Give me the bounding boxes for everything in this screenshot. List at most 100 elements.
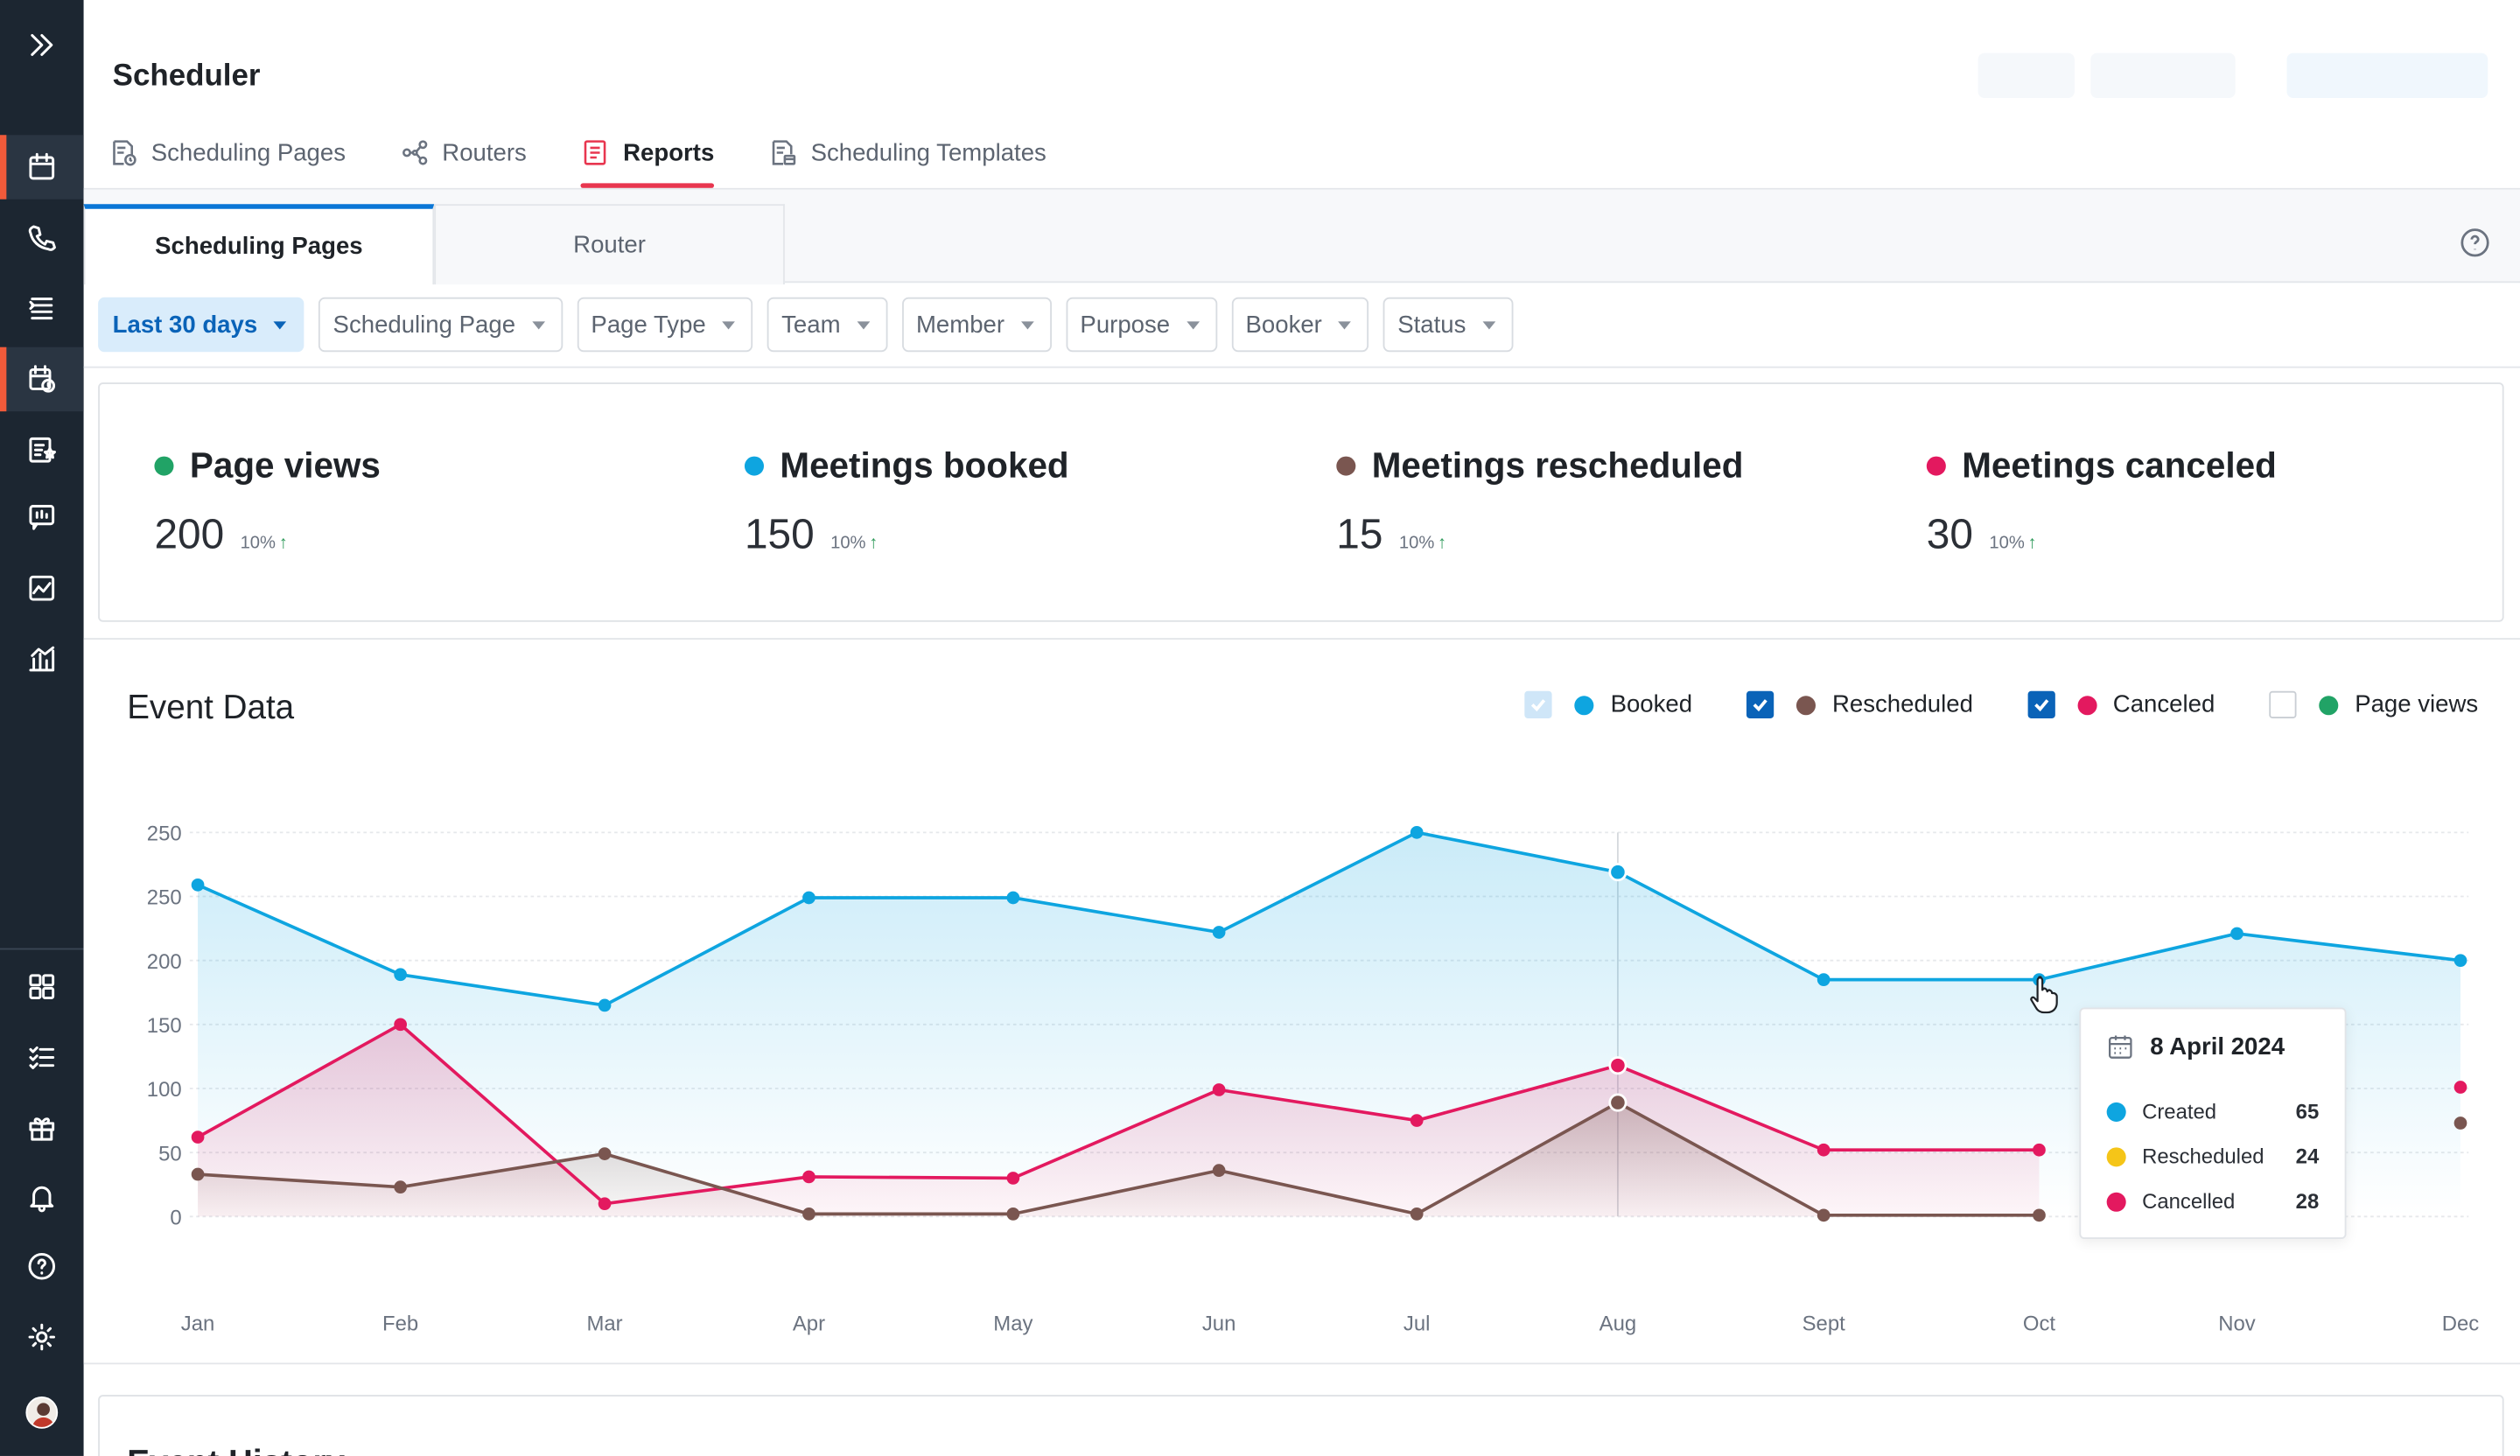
calendar-clock-icon	[29, 365, 56, 393]
sidebar-item-analytics[interactable]	[0, 556, 84, 620]
y-tick-label: 50	[158, 1142, 182, 1166]
filter-label: Purpose	[1080, 311, 1171, 339]
filter-purpose[interactable]: Purpose	[1065, 297, 1217, 353]
data-point-canceled[interactable]	[1212, 1083, 1226, 1096]
stat-label: Page views	[189, 444, 381, 486]
data-point-rescheduled[interactable]	[1212, 1164, 1226, 1177]
data-point-rescheduled[interactable]	[598, 1147, 612, 1160]
filter-status[interactable]: Status	[1382, 297, 1513, 353]
stat-change-value: 10%	[1398, 533, 1435, 553]
data-point-rescheduled[interactable]	[1410, 1208, 1424, 1221]
data-point-rescheduled[interactable]	[2033, 1208, 2046, 1222]
tab-routers[interactable]: Routers	[401, 125, 527, 179]
caret-down-icon	[1020, 320, 1034, 329]
status-dot	[154, 456, 174, 476]
checkbox[interactable]	[2027, 690, 2055, 718]
data-point-canceled[interactable]	[1006, 1172, 1020, 1185]
data-point-booked[interactable]	[1006, 891, 1020, 905]
sidebar-item-chat[interactable]	[0, 486, 84, 550]
sidebar-item-tasks[interactable]	[0, 1026, 84, 1089]
chart-tooltip: 8 April 2024 Created 65 Rescheduled 24 C…	[2079, 1007, 2347, 1240]
sidebar-item-settings[interactable]	[0, 1305, 84, 1368]
sidebar-item-notes[interactable]	[0, 418, 84, 482]
data-point-booked[interactable]	[191, 878, 205, 892]
data-point-canceled[interactable]	[2033, 1143, 2046, 1157]
data-point-rescheduled[interactable]	[1816, 1208, 1830, 1222]
data-point-booked[interactable]	[2454, 954, 2468, 968]
sidebar-item-apps[interactable]	[0, 955, 84, 1018]
data-point-canceled[interactable]	[2454, 1081, 2468, 1094]
data-point-booked[interactable]	[1212, 926, 1226, 939]
tab-label: Routers	[442, 138, 527, 167]
stat-change-value: 10%	[830, 533, 866, 553]
data-point-booked[interactable]	[2230, 927, 2244, 941]
event-history-title: Event History	[127, 1445, 345, 1456]
y-tick-label: 100	[147, 1078, 182, 1102]
filter-booker[interactable]: Booker	[1230, 297, 1369, 353]
avatar[interactable]	[25, 1396, 59, 1429]
filter-member[interactable]: Member	[901, 297, 1052, 353]
data-point-canceled[interactable]	[1410, 1114, 1424, 1127]
tab-reports[interactable]: Reports	[581, 125, 715, 188]
phone-icon	[28, 225, 56, 251]
legend-toggle-rescheduled[interactable]: Rescheduled	[1746, 690, 1973, 718]
expand-sidebar-button[interactable]	[0, 13, 84, 77]
legend-toggle-canceled[interactable]: Canceled	[2027, 690, 2215, 718]
data-point-canceled[interactable]	[394, 1018, 407, 1032]
caret-down-icon	[531, 320, 545, 329]
x-tick-label: May	[993, 1312, 1032, 1336]
sidebar-item-notifications[interactable]	[0, 1166, 84, 1229]
filter-team[interactable]: Team	[766, 297, 887, 353]
main-tabs: Scheduling Pages Routers Reports Schedul…	[109, 125, 1101, 189]
tab-scheduling-templates[interactable]: Scheduling Templates	[769, 125, 1046, 179]
data-point-booked[interactable]	[598, 998, 612, 1012]
data-point-canceled[interactable]	[598, 1197, 612, 1211]
caret-down-icon	[722, 320, 735, 329]
subtab-router[interactable]: Router	[434, 204, 785, 285]
legend-toggle-page-views[interactable]: Page views	[2269, 690, 2478, 718]
data-point-canceled[interactable]	[1608, 1056, 1628, 1075]
help-button[interactable]	[2459, 227, 2491, 259]
data-point-booked[interactable]	[1816, 973, 1830, 986]
list-icon	[29, 298, 53, 320]
caret-down-icon	[856, 320, 870, 329]
sidebar-item-reports[interactable]	[0, 626, 84, 690]
sidebar-item-calendar[interactable]	[0, 135, 84, 200]
data-point-canceled[interactable]	[802, 1170, 816, 1184]
status-dot	[1926, 456, 1946, 476]
data-point-rescheduled[interactable]	[1006, 1208, 1020, 1221]
tab-label: Reports	[623, 138, 715, 167]
checklist-icon	[29, 1046, 55, 1069]
stats-card: Page views 200 10% ↑ Meetings booked 150 10…	[98, 382, 2504, 622]
legend-dot	[2106, 1101, 2126, 1122]
tab-scheduling-pages[interactable]: Scheduling Pages	[109, 125, 346, 179]
sidebar-item-phone[interactable]	[0, 206, 84, 270]
data-point-booked[interactable]	[394, 968, 407, 982]
sidebar-item-help[interactable]	[0, 1235, 84, 1298]
data-point-rescheduled[interactable]	[191, 1167, 205, 1181]
filter-date-range[interactable]: Last 30 days	[98, 297, 304, 353]
sidebar-item-scheduler[interactable]	[0, 346, 84, 412]
data-point-booked[interactable]	[1410, 826, 1424, 839]
checkbox[interactable]	[1746, 690, 1774, 718]
data-point-canceled[interactable]	[191, 1130, 205, 1144]
checkbox[interactable]	[1525, 690, 1553, 718]
subtab-scheduling-pages[interactable]: Scheduling Pages	[83, 204, 435, 285]
data-point-rescheduled[interactable]	[394, 1180, 407, 1194]
data-point-rescheduled[interactable]	[2454, 1116, 2468, 1130]
data-point-rescheduled[interactable]	[802, 1208, 816, 1221]
data-point-booked[interactable]	[1608, 863, 1628, 882]
sidebar-item-gifts[interactable]	[0, 1096, 84, 1160]
header-ghost-control	[1978, 52, 2075, 99]
checkbox[interactable]	[2269, 690, 2298, 718]
tooltip-date: 8 April 2024	[2107, 1033, 2285, 1060]
sidebar-divider	[0, 948, 84, 950]
filter-page-type[interactable]: Page Type	[576, 297, 753, 353]
legend-toggle-booked[interactable]: Booked	[1525, 690, 1692, 718]
filter-scheduling-page[interactable]: Scheduling Page	[318, 297, 563, 353]
sidebar-item-list[interactable]	[0, 276, 84, 340]
data-point-booked[interactable]	[802, 891, 816, 905]
data-point-canceled[interactable]	[1816, 1143, 1830, 1157]
data-point-rescheduled[interactable]	[1608, 1093, 1628, 1112]
